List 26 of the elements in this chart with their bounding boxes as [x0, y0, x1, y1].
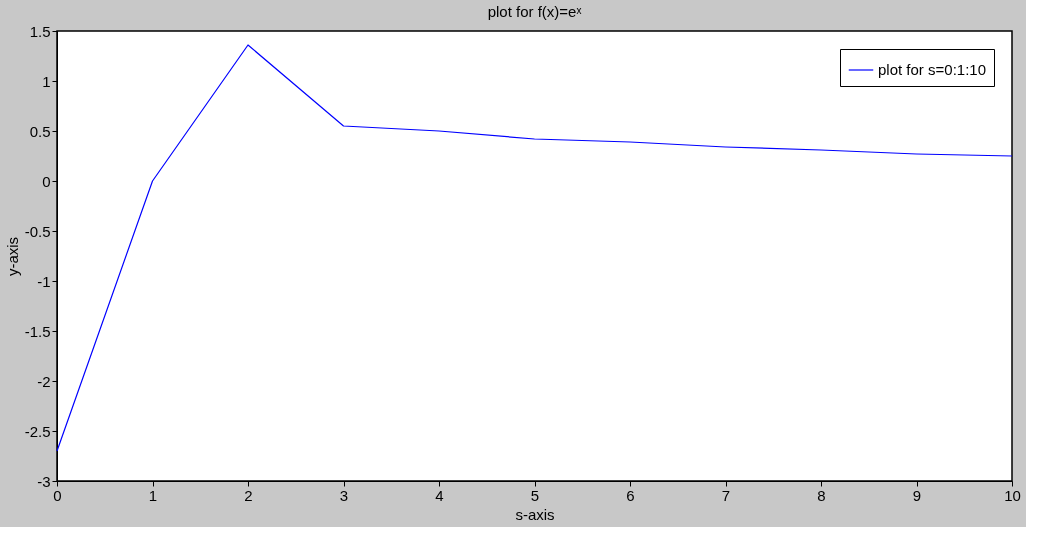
- x-axis-title: s-axis: [515, 505, 555, 523]
- x-tick-label: 9: [912, 486, 922, 504]
- x-tick-label: 3: [339, 486, 349, 504]
- y-tick-label: -1.5: [24, 322, 51, 340]
- y-tick-label: -2: [37, 372, 51, 390]
- x-tick-label: 0: [53, 486, 62, 504]
- x-tick-label: 8: [817, 486, 826, 504]
- y-tick-label: -0.5: [24, 222, 51, 240]
- y-tick-label: -1: [37, 272, 51, 290]
- legend-label: plot for s=0:1:10: [878, 61, 986, 78]
- y-tick-label: 1.5: [29, 22, 51, 40]
- x-tick-label: 1: [148, 486, 158, 504]
- x-tick-label: 5: [530, 486, 540, 504]
- y-tick-label: -2.5: [24, 422, 51, 440]
- line-series: [56, 44, 1013, 452]
- y-tick-label: 0.5: [29, 122, 51, 140]
- y-tick-label: 0: [42, 172, 51, 190]
- x-tick-label: 4: [435, 486, 444, 504]
- chart-title: plot for f(x)=eˣ: [487, 3, 582, 20]
- y-axis-title: y-axis: [3, 236, 21, 277]
- x-tick-label: 2: [244, 486, 253, 504]
- x-tick-label: 10: [1004, 486, 1021, 504]
- y-tick-label: -3: [37, 472, 51, 490]
- x-tick-label: 7: [721, 486, 731, 504]
- x-tick-label: 6: [626, 486, 635, 504]
- y-tick-label: 1: [42, 72, 51, 90]
